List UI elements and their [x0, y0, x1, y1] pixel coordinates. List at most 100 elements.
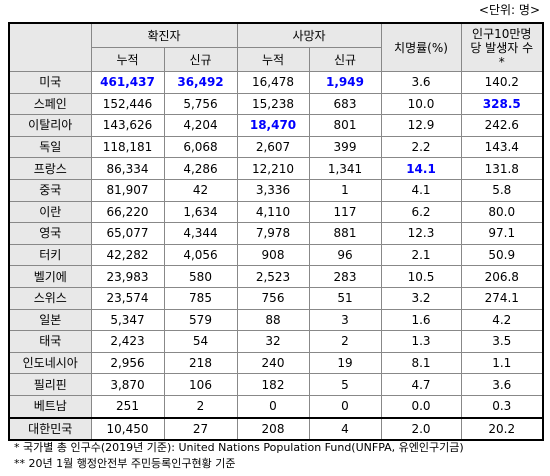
value-cell: 10,450: [90, 416, 165, 441]
value-cell: 5.8: [460, 178, 544, 202]
value-cell: 7,978: [236, 222, 310, 245]
value-cell: 683: [308, 92, 382, 116]
country-cell: 이탈리아: [8, 114, 92, 137]
country-cell: 베트남: [8, 394, 92, 419]
value-cell: 2.0: [380, 416, 462, 441]
value-cell: 2,423: [90, 330, 165, 353]
value-cell: 106: [163, 373, 238, 396]
value-cell: 242.6: [460, 114, 544, 137]
value-cell: 4,056: [163, 243, 238, 267]
value-cell: 4.1: [380, 178, 462, 202]
value-cell: 2,956: [90, 351, 165, 375]
country-cell: 태국: [8, 330, 92, 353]
value-cell: 36,492: [163, 71, 238, 94]
value-cell: 328.5: [460, 92, 544, 116]
value-cell: 240: [236, 351, 310, 375]
value-cell: 3: [308, 308, 382, 332]
value-cell: 218: [163, 351, 238, 375]
value-cell: 27: [163, 416, 238, 441]
value-cell: 1.1: [460, 351, 544, 375]
value-cell: 1.3: [380, 330, 462, 353]
table-row: 필리핀 3,870 106 182 5 4.7 3.6: [8, 373, 544, 396]
data-table: 확진자 사망자 치명률(%) 인구10만명당 발생자 수* 누적 신규 누적 신…: [8, 22, 544, 442]
table-row: 스위스 23,574 785 756 51 3.2 274.1: [8, 286, 544, 310]
value-cell: 81,907: [90, 178, 165, 202]
country-cell: 미국: [8, 71, 92, 94]
value-cell: 118,181: [90, 135, 165, 159]
value-cell: 20.2: [460, 416, 544, 441]
value-cell: 152,446: [90, 92, 165, 116]
table-row: 중국 81,907 42 3,336 1 4.1 5.8: [8, 178, 544, 202]
value-cell: 3,870: [90, 373, 165, 396]
value-cell: 801: [308, 114, 382, 137]
header-cell: 사망자: [236, 22, 382, 48]
value-cell: 1,949: [308, 71, 382, 94]
subheader-cell: 신규: [308, 47, 382, 72]
country-cell: 터키: [8, 243, 92, 267]
country-cell: 중국: [8, 178, 92, 202]
value-cell: 5,347: [90, 308, 165, 332]
value-cell: 4,286: [163, 157, 238, 180]
value-cell: 1: [308, 178, 382, 202]
table-row: 이란 66,220 1,634 4,110 117 6.2 80.0: [8, 200, 544, 224]
value-cell: 0.3: [460, 394, 544, 419]
value-cell: 881: [308, 222, 382, 245]
footnote: ** 20년 1월 행정안전부 주민등록인구현황 기준: [14, 457, 236, 470]
country-cell: 독일: [8, 135, 92, 159]
value-cell: 88: [236, 308, 310, 332]
table-row: 벨기에 23,983 580 2,523 283 10.5 206.8: [8, 265, 544, 288]
value-cell: 66,220: [90, 200, 165, 224]
subheader-cell: 누적: [236, 47, 310, 72]
table-row: 태국 2,423 54 32 2 1.3 3.5: [8, 330, 544, 353]
subheader-cell: 신규: [163, 47, 238, 72]
value-cell: 8.1: [380, 351, 462, 375]
value-cell: 2,523: [236, 265, 310, 288]
value-cell: 785: [163, 286, 238, 310]
table-row: 미국 461,437 36,492 16,478 1,949 3.6 140.2: [8, 71, 544, 94]
value-cell: 4,344: [163, 222, 238, 245]
table-row: 대한민국 10,450 27 208 4 2.0 20.2: [8, 416, 544, 441]
value-cell: 4.2: [460, 308, 544, 332]
value-cell: 18,470: [236, 114, 310, 137]
value-cell: 182: [236, 373, 310, 396]
country-cell: 필리핀: [8, 373, 92, 396]
value-cell: 3.5: [460, 330, 544, 353]
header-cell: 확진자: [90, 22, 238, 48]
value-cell: 32: [236, 330, 310, 353]
value-cell: 3.6: [460, 373, 544, 396]
table-row: 베트남 251 2 0 0 0.0 0.3: [8, 394, 544, 419]
country-cell: 영국: [8, 222, 92, 245]
value-cell: 23,983: [90, 265, 165, 288]
value-cell: 10.5: [380, 265, 462, 288]
value-cell: 908: [236, 243, 310, 267]
table-row: 인도네시아 2,956 218 240 19 8.1 1.1: [8, 351, 544, 375]
value-cell: 16,478: [236, 71, 310, 94]
value-cell: 283: [308, 265, 382, 288]
value-cell: 5: [308, 373, 382, 396]
value-cell: 399: [308, 135, 382, 159]
table-row: 프랑스 86,334 4,286 12,210 1,341 14.1 131.8: [8, 157, 544, 180]
value-cell: 756: [236, 286, 310, 310]
value-cell: 97.1: [460, 222, 544, 245]
country-cell: 스페인: [8, 92, 92, 116]
value-cell: 143.4: [460, 135, 544, 159]
header-cell: 치명률(%): [380, 22, 462, 72]
country-cell: 대한민국: [8, 416, 92, 441]
value-cell: 208: [236, 416, 310, 441]
value-cell: 0: [236, 394, 310, 419]
country-cell: 이란: [8, 200, 92, 224]
value-cell: 3.2: [380, 286, 462, 310]
country-cell: 프랑스: [8, 157, 92, 180]
value-cell: 80.0: [460, 200, 544, 224]
value-cell: 14.1: [380, 157, 462, 180]
value-cell: 54: [163, 330, 238, 353]
country-cell: 인도네시아: [8, 351, 92, 375]
value-cell: 15,238: [236, 92, 310, 116]
value-cell: 0: [308, 394, 382, 419]
footnotes: * 국가별 총 인구수(2019년 기준): United Nations Po…: [14, 440, 464, 472]
value-cell: 2: [308, 330, 382, 353]
value-cell: 461,437: [90, 71, 165, 94]
value-cell: 4: [308, 416, 382, 441]
value-cell: 206.8: [460, 265, 544, 288]
value-cell: 2: [163, 394, 238, 419]
